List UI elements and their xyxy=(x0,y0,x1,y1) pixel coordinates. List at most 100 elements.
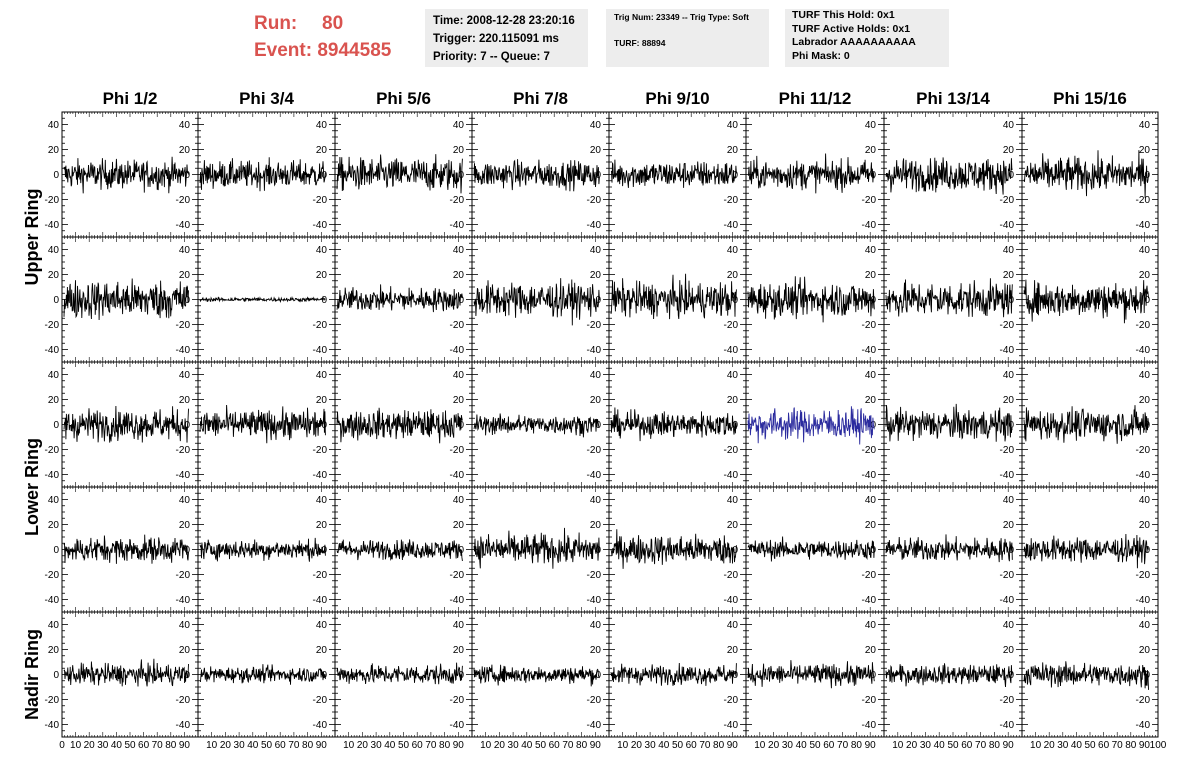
y-tick-label: 20 xyxy=(179,270,191,281)
y-tick-label: 40 xyxy=(1003,120,1015,131)
run-label: Run: xyxy=(254,13,298,34)
waveform-trace xyxy=(1023,533,1149,569)
y-tick-label: 20 xyxy=(865,145,877,156)
run-value: 80 xyxy=(322,13,344,34)
y-tick-label: 40 xyxy=(590,120,602,131)
waveform-trace xyxy=(610,273,737,320)
y-tick-label: -20 xyxy=(1136,195,1151,206)
y-tick-label: 0 xyxy=(1144,295,1150,306)
trigger-text: Trigger: 220.115091 ms xyxy=(433,33,559,45)
y-tick-label: -40 xyxy=(176,345,191,356)
waveform-trace xyxy=(885,157,1013,195)
y-tick-label: -20 xyxy=(862,570,877,581)
y-tick-label: -40 xyxy=(1136,470,1151,481)
y-tick-label: 40 xyxy=(48,245,60,256)
y-tick-label: 20 xyxy=(1139,395,1151,406)
y-tick-label: -20 xyxy=(724,195,739,206)
y-tick-label: -20 xyxy=(724,445,739,456)
y-tick-label: 40 xyxy=(179,370,191,381)
y-tick-label: 40 xyxy=(590,370,602,381)
y-tick-label: -40 xyxy=(1000,470,1015,481)
y-tick-label: -40 xyxy=(313,345,328,356)
y-tick-label: 40 xyxy=(865,370,877,381)
y-tick-label: 40 xyxy=(865,245,877,256)
y-tick-label: -40 xyxy=(862,595,877,606)
y-tick-label: 20 xyxy=(1003,145,1015,156)
y-tick-label: 40 xyxy=(727,245,739,256)
column-header-5: Phi 9/10 xyxy=(645,89,709,108)
waveform-trace xyxy=(63,156,189,194)
y-tick-label: 20 xyxy=(316,270,328,281)
y-tick-label: -20 xyxy=(45,320,60,331)
y-tick-label: -20 xyxy=(176,445,191,456)
y-tick-label: -20 xyxy=(862,195,877,206)
y-tick-label: 40 xyxy=(48,495,60,506)
waveform-trace xyxy=(610,529,737,569)
run-event-block: Run: 80 Event: 8944585 xyxy=(254,10,391,64)
event-line: Event: 8944585 xyxy=(254,37,391,64)
waveform-trace xyxy=(473,527,600,569)
y-tick-label: -40 xyxy=(587,470,602,481)
y-tick-label: 40 xyxy=(1139,120,1151,131)
y-tick-label: -20 xyxy=(45,570,60,581)
waveform-trace xyxy=(747,276,875,323)
waveform-trace xyxy=(747,406,875,445)
waveform-trace xyxy=(63,534,189,564)
y-tick-label: 40 xyxy=(453,495,465,506)
y-tick-label: -40 xyxy=(45,470,60,481)
y-tick-label: -40 xyxy=(587,595,602,606)
y-tick-label: -20 xyxy=(1000,195,1015,206)
turf-info-box: TURF This Hold: 0x1 TURF Active Holds: 0… xyxy=(785,9,949,67)
y-tick-label: -20 xyxy=(587,320,602,331)
waveform-trace xyxy=(610,407,737,442)
y-tick-label: -20 xyxy=(1000,320,1015,331)
y-tick-label: 20 xyxy=(48,395,60,406)
y-tick-label: 20 xyxy=(865,270,877,281)
y-tick-label: 40 xyxy=(316,370,328,381)
y-tick-label: 40 xyxy=(1139,245,1151,256)
y-tick-label: 40 xyxy=(179,120,191,131)
y-tick-label: 20 xyxy=(727,520,739,531)
y-tick-label: -40 xyxy=(862,220,877,231)
y-tick-label: 0 xyxy=(321,170,327,181)
y-tick-label: -20 xyxy=(313,445,328,456)
labrador-text: Labrador AAAAAAAAAA xyxy=(792,36,916,48)
column-header-2: Phi 3/4 xyxy=(239,89,294,108)
waveform-trace xyxy=(473,159,600,192)
y-tick-label: 40 xyxy=(316,245,328,256)
y-tick-label: 20 xyxy=(1003,395,1015,406)
y-tick-label: -40 xyxy=(587,220,602,231)
y-tick-label: -20 xyxy=(313,570,328,581)
y-tick-label: 40 xyxy=(590,495,602,506)
y-tick-label: -20 xyxy=(45,195,60,206)
y-tick-label: 40 xyxy=(316,120,328,131)
y-tick-label: -20 xyxy=(176,320,191,331)
y-tick-label: -40 xyxy=(862,345,877,356)
y-tick-label: -20 xyxy=(313,320,328,331)
y-tick-label: 40 xyxy=(453,245,465,256)
y-tick-label: 20 xyxy=(590,145,602,156)
y-tick-label: -20 xyxy=(176,570,191,581)
y-tick-label: 20 xyxy=(1139,145,1151,156)
turf-this-hold-text: TURF This Hold: 0x1 xyxy=(792,9,895,21)
waveform-trace xyxy=(747,536,875,562)
y-tick-label: 40 xyxy=(48,120,60,131)
y-tick-label: -40 xyxy=(862,470,877,481)
y-tick-label: 0 xyxy=(732,545,738,556)
y-tick-label: -20 xyxy=(1000,445,1015,456)
y-tick-label: 0 xyxy=(1008,170,1014,181)
waveform-trace xyxy=(199,157,326,192)
y-tick-label: -20 xyxy=(176,195,191,206)
waveform-trace xyxy=(199,295,326,304)
priority-text: Priority: 7 -- Queue: 7 xyxy=(433,51,550,63)
y-tick-label: -20 xyxy=(450,570,465,581)
waveform-trace xyxy=(1023,150,1149,198)
y-tick-label: 20 xyxy=(316,395,328,406)
y-tick-label: 40 xyxy=(1003,245,1015,256)
y-tick-label: 40 xyxy=(1139,370,1151,381)
trig-info-box: Trig Num: 23349 -- Trig Type: Soft TURF:… xyxy=(606,9,769,67)
column-header-3: Phi 5/6 xyxy=(376,89,431,108)
waveform-trace xyxy=(336,407,463,444)
y-tick-label: -20 xyxy=(587,570,602,581)
